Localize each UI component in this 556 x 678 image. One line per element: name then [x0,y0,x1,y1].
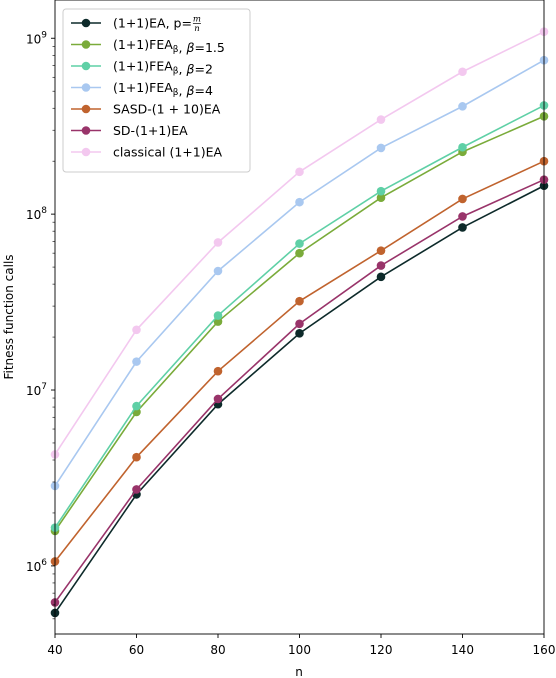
y-tick-label: 106 [26,558,47,574]
series-2 [50,101,549,532]
legend-box [62,8,251,173]
svg-text:m: m [193,15,201,25]
x-tick-label: 100 [288,643,311,657]
data-point [376,186,386,196]
data-point [213,366,223,376]
legend-label: classical (1+1)EA [113,145,223,160]
series-layer [50,27,549,618]
legend: (1+1)EA, p= mn (1+1)FEAβ, β=1.5 (1+1)FEAβ, … [62,8,251,173]
data-point [132,452,141,462]
x-axis-label: n [295,665,303,678]
y-tick-label: 109 [26,30,47,46]
data-point [213,317,223,326]
data-point [458,102,467,111]
data-point [376,193,386,203]
series-6 [50,27,549,459]
legend-label: SD-(1+1)EA [113,123,188,138]
x-tick-label: 140 [451,643,474,657]
data-point [376,246,386,255]
legend-fraction: mn [193,15,201,35]
x-tick-label: 160 [533,643,556,657]
legend-marker [81,104,91,114]
data-point [213,394,223,404]
data-point [295,197,304,207]
y-axis-label: Fitness function calls [2,254,16,379]
legend-marker [81,61,91,71]
legend-entry: (1+1)FEAβ, β=4 [71,80,213,98]
svg-text:n: n [194,24,199,34]
data-point [458,194,467,204]
data-point [458,223,467,232]
data-point [132,485,141,494]
legend-label: (1+1)FEAβ, β=4 [113,80,213,98]
data-point [295,167,304,177]
data-point [132,401,141,411]
legend-entry: (1+1)FEAβ, β=2 [71,59,213,77]
legend-marker [81,147,91,157]
data-point [376,143,386,153]
data-point [213,266,223,276]
data-point [132,357,141,366]
legend-entry: (1+1)FEAβ, β=1.5 [71,37,225,55]
x-tick-label: 80 [210,643,225,657]
data-point [132,325,141,335]
x-tick-label: 120 [370,643,393,657]
data-point [295,329,304,338]
y-tick-label: 107 [26,382,47,398]
legend-entry: classical (1+1)EA [71,145,223,160]
series-5 [50,175,549,607]
data-point [295,239,304,248]
y-tick-label: 108 [26,206,47,222]
legend-label: (1+1)EA, p= [113,16,192,31]
legend-entry: SASD-(1 + 10)EA [71,102,221,117]
data-point [295,248,304,258]
data-point [458,67,467,77]
legend-marker [81,18,91,28]
legend-marker [81,40,91,49]
series-0 [50,181,549,618]
data-point [376,261,386,270]
axes-layer: 40 60 80 100 120 140 160 106 107 108 109 [26,0,555,657]
data-point [458,212,467,221]
series-3 [50,55,549,491]
legend-entry: (1+1)EA, p= mn [71,15,201,35]
data-point [376,272,386,282]
x-tick-label: 60 [129,643,144,657]
legend-marker [81,83,91,92]
legend-entry: SD-(1+1)EA [71,123,188,138]
data-point [213,238,223,247]
legend-label: (1+1)FEAβ, β=2 [113,59,213,77]
data-point [376,115,386,124]
data-point [295,296,304,306]
data-point [295,319,304,329]
legend-label: SASD-(1 + 10)EA [113,102,221,117]
x-tick-label: 40 [47,643,62,657]
legend-label: (1+1)FEAβ, β=1.5 [113,37,225,55]
data-point [458,142,467,152]
legend-marker [81,126,91,135]
data-point [213,311,223,320]
